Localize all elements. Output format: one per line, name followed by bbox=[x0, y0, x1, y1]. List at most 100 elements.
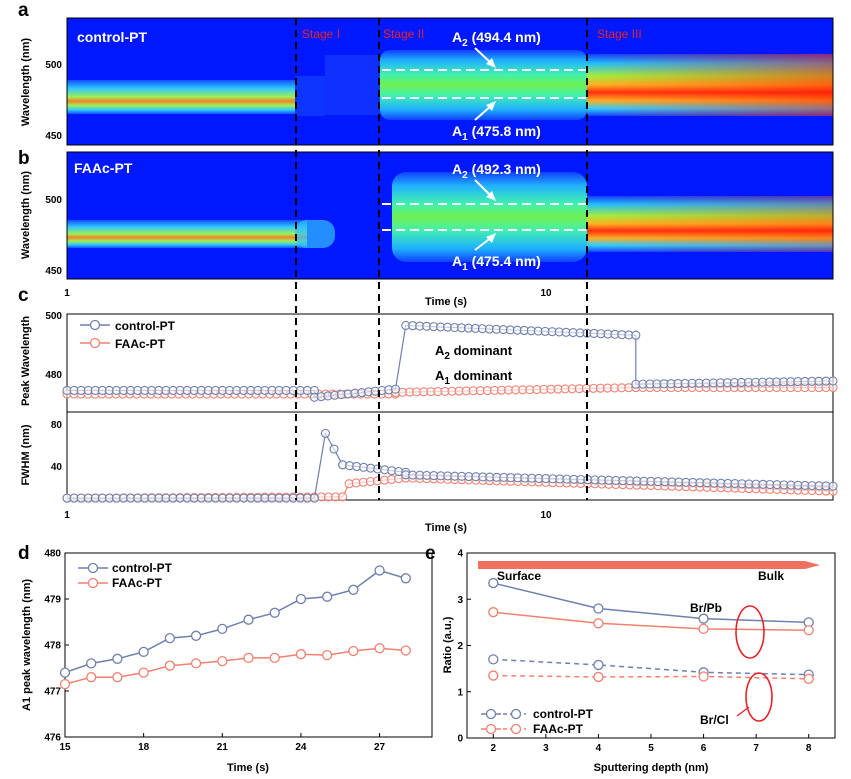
stage-3-label: Stage III bbox=[597, 27, 642, 41]
panel-b-heatmap bbox=[66, 151, 834, 280]
data-point bbox=[295, 593, 307, 605]
legend-e-control-label: control-PT bbox=[533, 707, 594, 721]
data-point bbox=[348, 645, 359, 657]
xtick-label: 18 bbox=[138, 742, 150, 753]
stage-2-label: Stage II bbox=[383, 27, 424, 41]
ytick-label: 480 bbox=[44, 549, 61, 560]
data-point bbox=[828, 481, 838, 491]
xtick-b-1: 1 bbox=[64, 288, 70, 299]
ylabel-a: Wavelength (nm) bbox=[20, 38, 32, 127]
ytick-label: 479 bbox=[44, 595, 61, 606]
data-point bbox=[828, 376, 838, 386]
series-line bbox=[493, 658, 809, 676]
data-point bbox=[488, 607, 499, 618]
panel-label-b: b bbox=[18, 148, 30, 169]
ytick-label: 2 bbox=[457, 641, 463, 652]
legend-d-faac-label: FAAc-PT bbox=[112, 576, 163, 590]
legend-c: control-PT FAAc-PT bbox=[80, 319, 176, 351]
heatmap-a-band-stage3-shade bbox=[587, 54, 833, 116]
data-point bbox=[593, 671, 604, 683]
data-point bbox=[243, 614, 254, 625]
data-point bbox=[593, 618, 604, 629]
legend-e-control-marker1 bbox=[485, 708, 497, 720]
data-point bbox=[86, 672, 97, 683]
a1-annotation-b: A1 (475.4 nm) bbox=[452, 253, 541, 273]
ylabel-d: A1 peak wavelength (nm) bbox=[21, 579, 33, 711]
ytick-b-500: 500 bbox=[45, 195, 62, 206]
data-point bbox=[631, 330, 641, 340]
data-point bbox=[698, 613, 709, 624]
data-point bbox=[59, 678, 71, 690]
ytick-b-450: 450 bbox=[45, 266, 62, 277]
xtick-label: 3 bbox=[543, 743, 549, 754]
ytick-c-480: 480 bbox=[45, 370, 62, 381]
ytick-c-500: 500 bbox=[45, 311, 62, 322]
xtick-label: 8 bbox=[806, 743, 812, 754]
series-line bbox=[493, 674, 809, 680]
xtick-label: 24 bbox=[295, 742, 307, 753]
heatmap-a-stage1-fade bbox=[295, 76, 325, 116]
a2-arrowhead-b bbox=[486, 191, 496, 201]
sample-label-b: FAAc-PT bbox=[74, 160, 133, 176]
annotation-a2-dominant: A2 dominant bbox=[435, 343, 513, 362]
xtick-label: 7 bbox=[753, 743, 759, 754]
legend-d-control-marker bbox=[87, 562, 99, 574]
panel-label-c: c bbox=[18, 285, 29, 306]
legend-e-faac-label: FAAc-PT bbox=[533, 722, 584, 736]
ylabel-b: Wavelength (nm) bbox=[20, 171, 32, 260]
ylabel-c-top: Peak Wavelength bbox=[20, 316, 32, 406]
ytick-a-500: 500 bbox=[45, 60, 62, 71]
data-point bbox=[400, 645, 411, 656]
panel-label-e: e bbox=[425, 543, 436, 564]
data-point bbox=[488, 577, 499, 589]
heatmap-b-band-stage3-shade bbox=[587, 196, 833, 252]
legend-e: control-PT FAAc-PT bbox=[481, 707, 594, 736]
data-point bbox=[112, 672, 123, 683]
data-point bbox=[698, 671, 709, 682]
data-point bbox=[86, 658, 97, 669]
ytick-label: 477 bbox=[44, 687, 61, 698]
data-point bbox=[374, 643, 385, 654]
panel-a-heatmap bbox=[66, 17, 834, 146]
data-point bbox=[593, 659, 604, 671]
data-point bbox=[488, 670, 499, 681]
heatmap-a-band-initial bbox=[67, 80, 295, 114]
xtick-c-10: 10 bbox=[540, 510, 552, 521]
xlabel-c: Time (s) bbox=[425, 522, 467, 534]
panel-label-d: d bbox=[18, 543, 30, 564]
data-point bbox=[164, 632, 176, 644]
a2-annotation-b: A2 (492.3 nm) bbox=[452, 161, 541, 181]
heatmap-a-band-stage2 bbox=[380, 50, 587, 120]
xtick-label: 6 bbox=[701, 743, 707, 754]
data-point bbox=[112, 653, 123, 664]
xlabel-d: Time (s) bbox=[227, 762, 269, 774]
surface-label: Surface bbox=[497, 569, 541, 583]
legend-c-control-marker bbox=[89, 319, 101, 331]
ytick-label: 4 bbox=[457, 549, 463, 560]
heatmap-a-frame bbox=[66, 17, 834, 146]
ytick-label: 0 bbox=[457, 734, 463, 745]
br-pb-annotation: Br/Pb bbox=[690, 601, 722, 615]
heatmap-a-stage1-glow bbox=[325, 55, 380, 115]
data-point bbox=[321, 649, 333, 661]
ytick-c-40: 40 bbox=[51, 462, 63, 473]
a1-arrowhead-a bbox=[486, 101, 496, 111]
xtick-b-10: 10 bbox=[540, 288, 552, 299]
annotation-a1-dominant: A1 dominant bbox=[435, 368, 513, 387]
data-point bbox=[698, 623, 709, 634]
ytick-label: 1 bbox=[457, 687, 463, 698]
a1-annotation-a: A1 (475.8 nm) bbox=[452, 123, 541, 143]
data-point bbox=[59, 667, 71, 678]
legend-e-control-marker2 bbox=[510, 708, 522, 720]
ylabel-e: Ratio (a.u.) bbox=[442, 616, 454, 673]
br-cl-annotation: Br/Cl bbox=[700, 713, 729, 727]
data-point bbox=[217, 623, 228, 635]
legend-d-control-label: control-PT bbox=[112, 561, 173, 575]
stage-1-label: Stage I bbox=[302, 27, 340, 41]
xtick-label: 21 bbox=[217, 742, 229, 753]
data-point bbox=[295, 649, 307, 660]
data-point bbox=[338, 492, 348, 502]
sample-label-a: control-PT bbox=[77, 29, 147, 45]
heatmap-b-stage1-fade bbox=[295, 220, 335, 248]
legend-c-faac-label: FAAc-PT bbox=[115, 337, 166, 351]
